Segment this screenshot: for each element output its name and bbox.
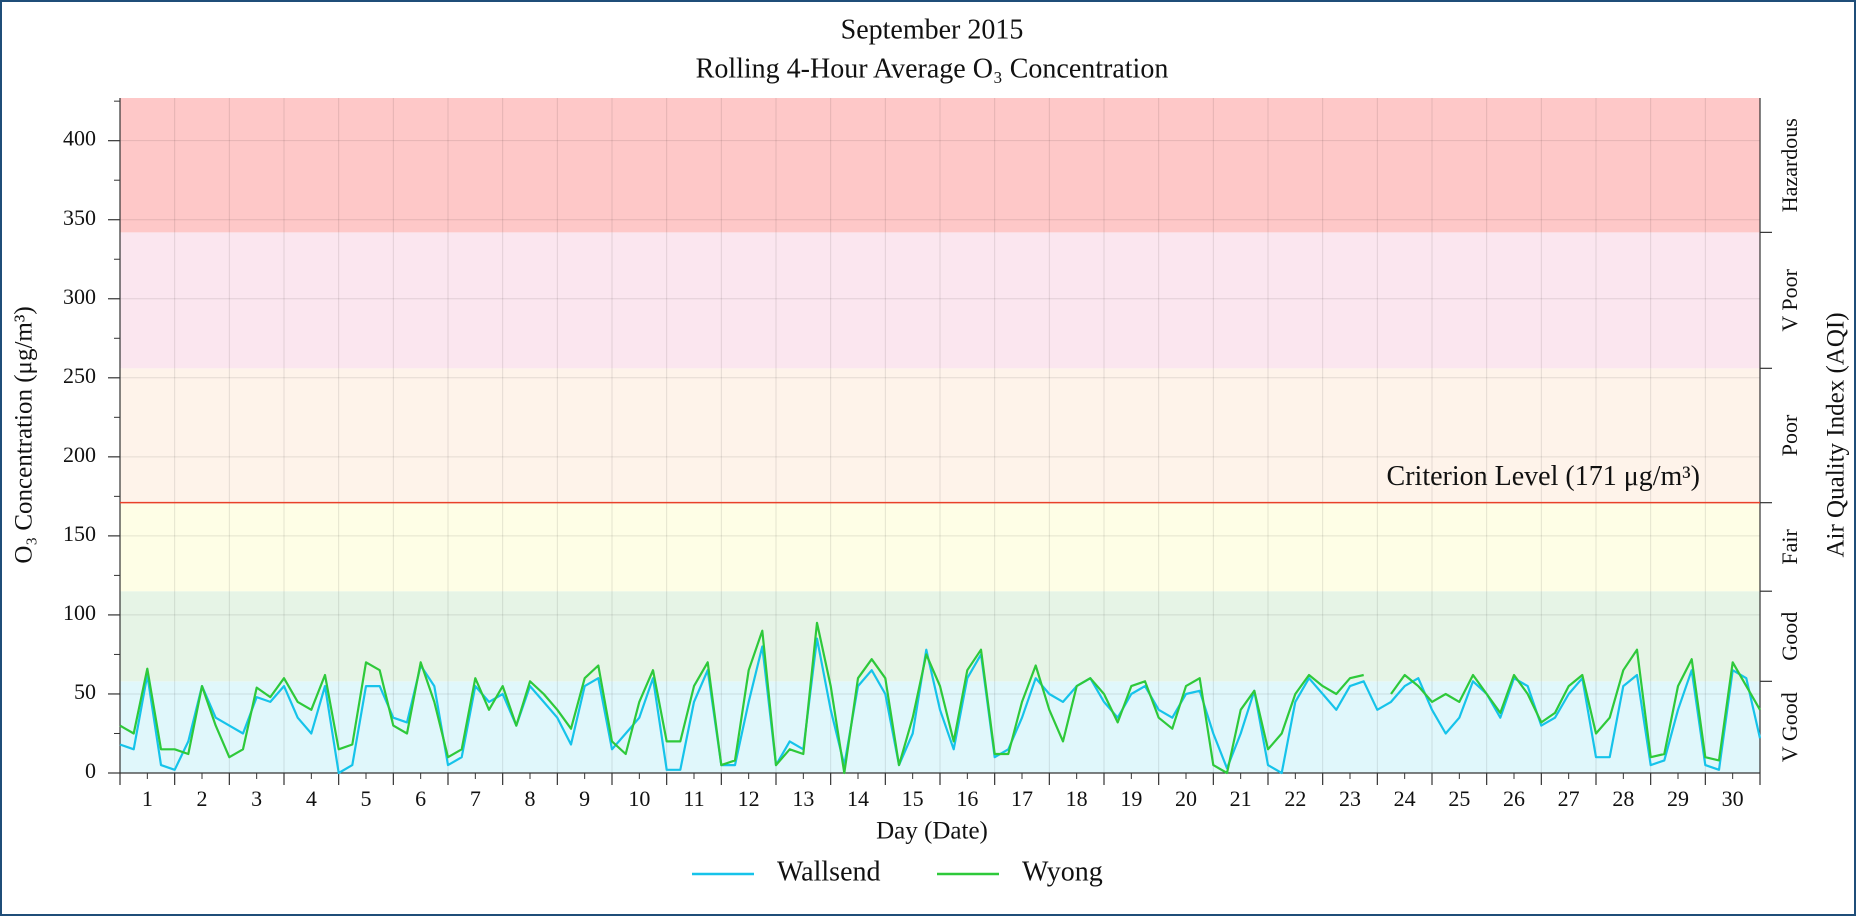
aqi-band-label: Hazardous: [1777, 118, 1802, 212]
x-tick-label: 20: [1175, 786, 1197, 811]
y-tick-label: 0: [85, 758, 96, 783]
x-tick-label: 11: [683, 786, 704, 811]
x-tick-label: 17: [1011, 786, 1033, 811]
y-tick-label: 50: [74, 679, 96, 704]
x-tick-label: 27: [1558, 786, 1580, 811]
x-tick-label: 12: [738, 786, 760, 811]
x-tick-label: 21: [1230, 786, 1252, 811]
aqi-band-label: V Good: [1777, 692, 1802, 762]
x-tick-label: 9: [579, 786, 590, 811]
aqi-band: [120, 502, 1760, 592]
y2-axis-label: Air Quality Index (AQI): [1823, 312, 1850, 557]
x-tick-label: 2: [197, 786, 208, 811]
aqi-band: [120, 232, 1760, 369]
x-tick-label: 6: [415, 786, 426, 811]
x-tick-label: 14: [847, 786, 869, 811]
x-axis-label: Day (Date): [876, 818, 988, 845]
aqi-band-label: Poor: [1777, 414, 1802, 456]
x-tick-label: 25: [1448, 786, 1470, 811]
x-tick-label: 29: [1667, 786, 1689, 811]
x-tick-label: 19: [1120, 786, 1142, 811]
x-tick-label: 30: [1722, 786, 1744, 811]
y-tick-label: 250: [63, 363, 96, 388]
x-tick-label: 18: [1066, 786, 1088, 811]
x-tick-label: 16: [956, 786, 978, 811]
x-tick-label: 5: [361, 786, 372, 811]
x-tick-label: 4: [306, 786, 317, 811]
x-tick-label: 15: [902, 786, 924, 811]
aqi-band-label: Fair: [1777, 529, 1802, 565]
aqi-band: [120, 368, 1760, 503]
x-tick-label: 7: [470, 786, 481, 811]
x-tick-label: 13: [792, 786, 814, 811]
series-line: [119, 621, 1761, 775]
legend-label: Wallsend: [777, 856, 881, 887]
y-tick-label: 200: [63, 442, 96, 467]
y-tick-label: 350: [63, 205, 96, 230]
x-tick-label: 8: [525, 786, 536, 811]
y-axis-label: O₃ Concentration (μg/m³): [11, 306, 38, 563]
chart-subtitle: Rolling 4-Hour Average O₃ Concentration: [696, 53, 1169, 84]
x-tick-label: 3: [251, 786, 262, 811]
x-tick-label: 23: [1339, 786, 1361, 811]
criterion-label: Criterion Level (171 μg/m³): [1387, 461, 1700, 492]
x-tick-label: 10: [628, 786, 650, 811]
x-tick-label: 26: [1503, 786, 1525, 811]
aqi-band: [120, 681, 1760, 773]
aqi-band: [120, 98, 1760, 233]
x-tick-label: 24: [1394, 786, 1416, 811]
y-tick-label: 400: [63, 126, 96, 151]
aqi-band-label: V Poor: [1777, 268, 1802, 331]
y-tick-label: 150: [63, 521, 96, 546]
legend-label: Wyong: [1022, 856, 1103, 887]
aqi-band-label: Good: [1777, 612, 1802, 661]
y-tick-label: 300: [63, 284, 96, 309]
aqi-band: [120, 591, 1760, 682]
x-tick-label: 22: [1284, 786, 1306, 811]
chart-title: September 2015: [841, 14, 1024, 45]
x-tick-label: 28: [1612, 786, 1634, 811]
x-tick-label: 1: [142, 786, 153, 811]
y-tick-label: 100: [63, 600, 96, 625]
